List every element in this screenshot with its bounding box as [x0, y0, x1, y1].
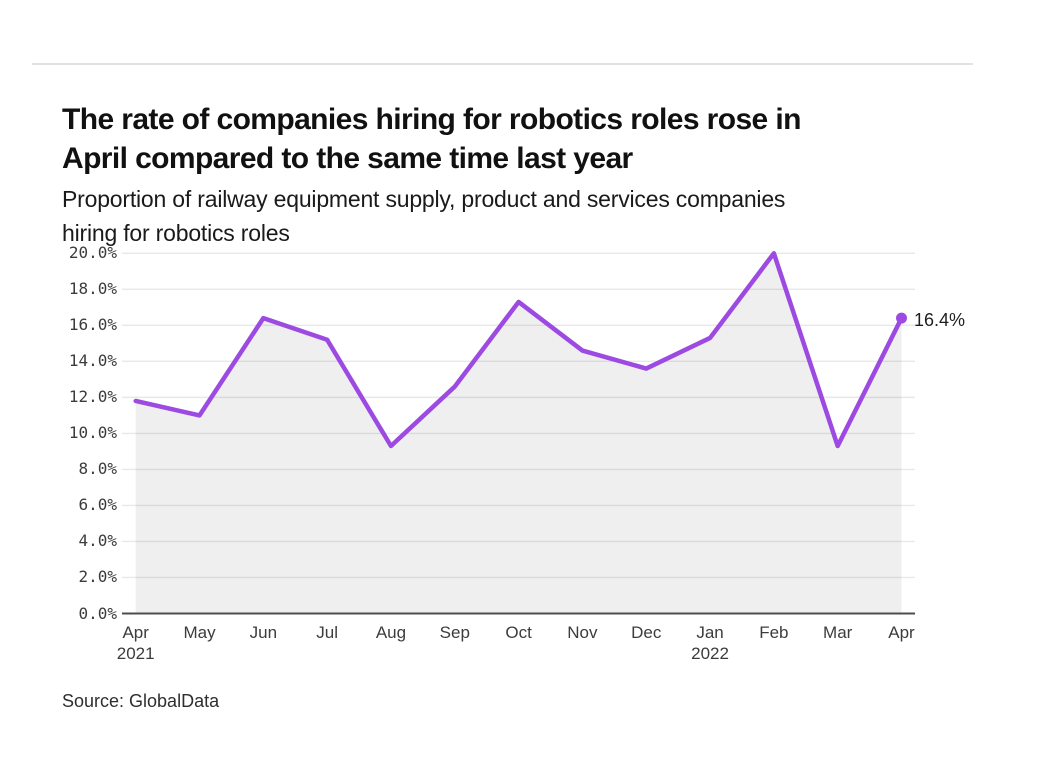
y-axis-tick-label: 16.0%: [68, 315, 117, 335]
y-axis-tick-label: 10.0%: [68, 423, 117, 443]
x-axis-tick-label: Aug: [375, 623, 407, 642]
x-axis-tick-label: Dec: [631, 623, 662, 642]
y-axis-tick-label: 4.0%: [78, 531, 117, 551]
chart-title: The rate of companies hiring for robotic…: [62, 103, 801, 176]
x-axis-year-label: 2021: [116, 644, 155, 663]
y-axis-tick-label: 20.0%: [68, 243, 117, 263]
x-axis-tick-label: Mar: [823, 623, 853, 642]
x-axis-tick-label: Jan: [696, 623, 724, 642]
y-axis-tick-label: 0.0%: [78, 603, 117, 623]
x-axis-tick-label: Nov: [567, 623, 598, 642]
y-axis-tick-label: 12.0%: [68, 387, 117, 407]
x-axis-tick-label: May: [183, 623, 216, 642]
header-divider: [32, 63, 973, 65]
y-axis-tick-label: 2.0%: [78, 567, 117, 587]
x-axis-tick-label: Apr: [888, 623, 915, 642]
x-axis-tick-label: Apr: [122, 623, 149, 642]
chart-subtitle: Proportion of railway equipment supply, …: [62, 186, 786, 247]
y-axis-tick-label: 6.0%: [78, 495, 117, 515]
y-axis-tick-label: 14.0%: [68, 351, 117, 371]
x-axis-tick-label: Oct: [505, 623, 532, 642]
y-axis-tick-label: 18.0%: [68, 279, 117, 299]
x-axis-tick-label: Jul: [316, 623, 338, 642]
x-axis-year-label: 2022: [691, 644, 729, 663]
data-line: [133, 251, 904, 449]
x-axis-tick-label: Jun: [249, 623, 278, 642]
source-note: Source: GlobalData: [62, 691, 220, 711]
x-axis-tick-label: Feb: [759, 623, 789, 642]
x-axis-tick-label: Sep: [439, 623, 470, 642]
last-point-marker: [896, 312, 907, 324]
y-axis-tick-label: 8.0%: [78, 459, 117, 479]
end-value-label: 16.4%: [914, 310, 966, 331]
